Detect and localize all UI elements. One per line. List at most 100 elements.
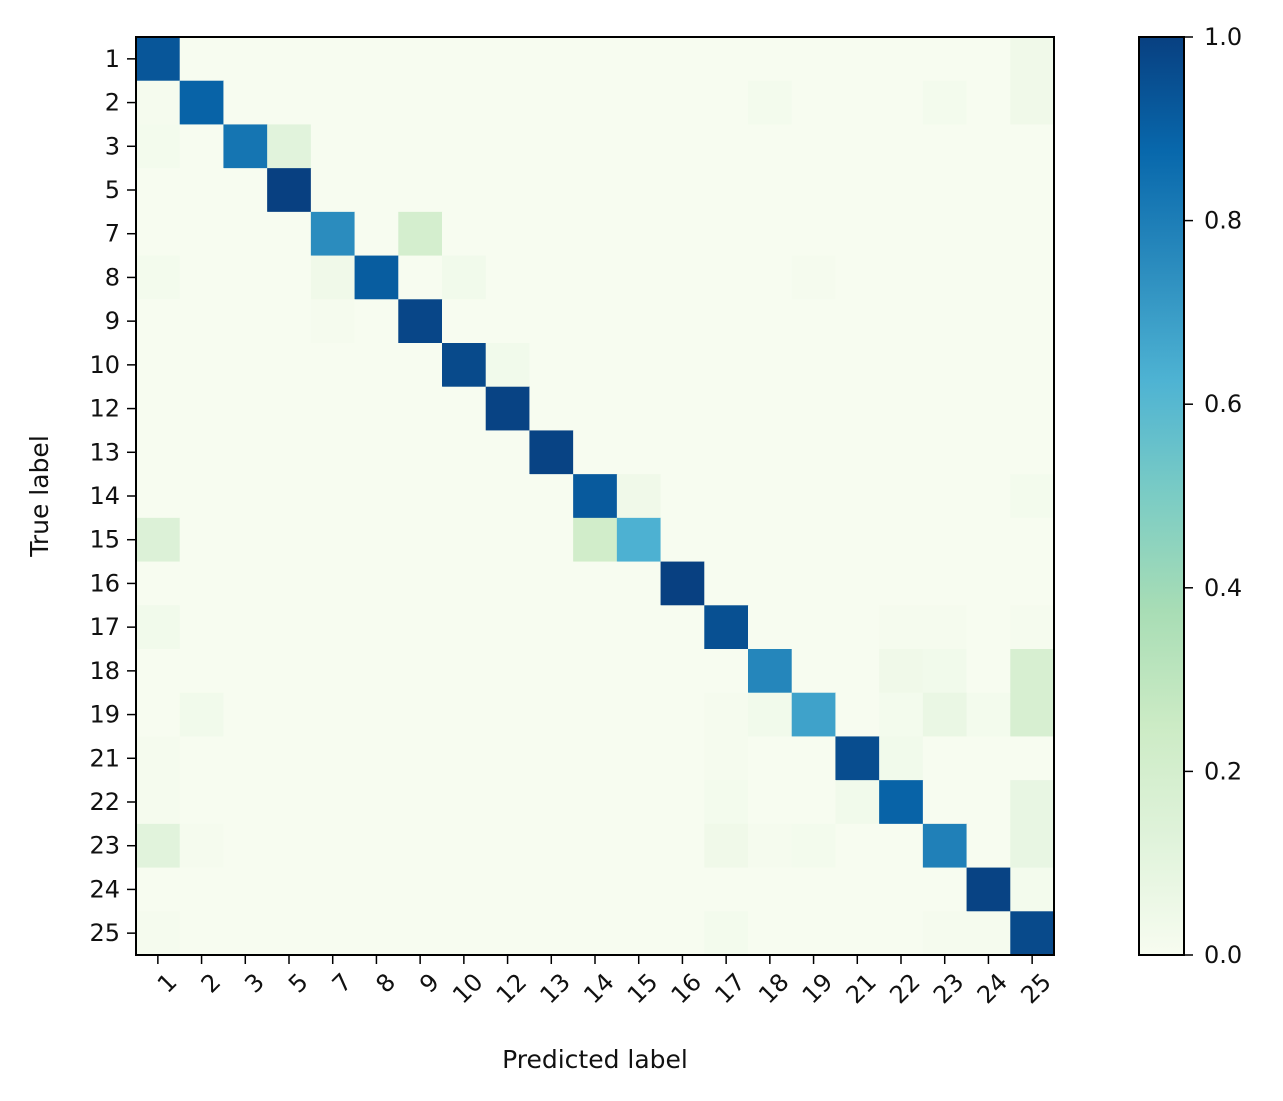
heatmap-cell — [179, 823, 225, 869]
heatmap-cell — [660, 605, 705, 650]
heatmap-cell — [1010, 867, 1055, 912]
heatmap-cell — [310, 211, 356, 257]
heatmap-cell — [879, 561, 924, 606]
heatmap-cell — [529, 299, 574, 344]
heatmap-cell — [354, 823, 399, 869]
heatmap-cell — [966, 692, 1011, 738]
heatmap-cell — [660, 299, 705, 344]
heatmap-cell — [879, 823, 924, 869]
heatmap-cell — [791, 386, 837, 432]
heatmap-cell — [442, 37, 487, 82]
heatmap-cell — [223, 736, 268, 781]
heatmap-cell — [485, 867, 531, 912]
heatmap-cell — [136, 80, 181, 126]
x-axis-label: Predicted label — [502, 1045, 688, 1074]
heatmap-cell — [398, 561, 443, 606]
heatmap-cell — [442, 823, 487, 869]
heatmap-cell — [660, 124, 705, 169]
heatmap-cells — [136, 37, 1055, 956]
heatmap-cell — [442, 692, 487, 738]
x-tick-label: 9 — [414, 968, 445, 999]
heatmap-cell — [442, 211, 487, 257]
heatmap-cell — [267, 474, 312, 519]
heatmap-cell — [354, 692, 399, 738]
heatmap-cell — [310, 386, 356, 432]
x-tick-label: 14 — [578, 968, 619, 1009]
heatmap-cell — [223, 211, 268, 257]
heatmap-cell — [354, 780, 399, 825]
colorbar — [1138, 36, 1185, 956]
heatmap-cell — [835, 911, 880, 956]
heatmap-cell — [835, 474, 880, 519]
heatmap-cell — [442, 255, 487, 300]
heatmap-cell — [354, 867, 399, 912]
heatmap-cell — [835, 692, 880, 738]
heatmap-cell — [529, 474, 574, 519]
x-tick-label: 19 — [797, 968, 838, 1009]
heatmap-cell — [573, 780, 618, 825]
heatmap-cell — [310, 299, 356, 344]
heatmap-cell — [748, 168, 793, 213]
heatmap-cell — [879, 299, 924, 344]
heatmap-cell — [922, 692, 968, 738]
heatmap-cell — [310, 911, 356, 956]
heatmap-cell — [616, 430, 662, 475]
heatmap-cell — [1010, 736, 1055, 781]
heatmap-cell — [660, 430, 705, 475]
heatmap-cell — [136, 780, 181, 825]
heatmap-cell — [660, 255, 705, 300]
heatmap-cell — [966, 517, 1011, 563]
heatmap-cell — [529, 823, 574, 869]
heatmap-cell — [704, 211, 749, 257]
heatmap-cell — [791, 80, 837, 126]
heatmap-cell — [136, 605, 181, 650]
heatmap-cell — [136, 649, 181, 694]
heatmap-cell — [660, 867, 705, 912]
heatmap-cell — [310, 605, 356, 650]
heatmap-cell — [835, 168, 880, 213]
heatmap-cell — [529, 911, 574, 956]
heatmap-cell — [223, 823, 268, 869]
heatmap-cell — [791, 780, 837, 825]
heatmap-cell — [704, 692, 749, 738]
heatmap-cell — [529, 124, 574, 169]
heatmap-cell — [442, 124, 487, 169]
heatmap-cell — [1010, 430, 1055, 475]
heatmap-cell — [485, 211, 531, 257]
heatmap-cell — [704, 474, 749, 519]
heatmap-cell — [922, 823, 968, 869]
heatmap-cell — [573, 517, 618, 563]
heatmap-cell — [398, 299, 443, 344]
heatmap-cell — [704, 80, 749, 126]
heatmap-cell — [223, 649, 268, 694]
heatmap-cell — [310, 474, 356, 519]
x-tick-label: 2 — [196, 968, 227, 999]
heatmap-cell — [879, 168, 924, 213]
x-tick-label: 17 — [709, 968, 750, 1009]
heatmap-cell — [442, 299, 487, 344]
x-tick-label: 8 — [371, 968, 402, 999]
heatmap-cell — [748, 649, 793, 694]
heatmap-cell — [267, 37, 312, 82]
heatmap-cell — [398, 867, 443, 912]
heatmap-cell — [223, 911, 268, 956]
heatmap-cell — [835, 517, 880, 563]
heatmap-cell — [879, 255, 924, 300]
heatmap-cell — [136, 911, 181, 956]
heatmap-cell — [704, 517, 749, 563]
heatmap-cell — [660, 386, 705, 432]
heatmap-cell — [573, 37, 618, 82]
heatmap-cell — [835, 867, 880, 912]
heatmap-cell — [616, 168, 662, 213]
heatmap-cell — [354, 386, 399, 432]
heatmap-cell — [835, 343, 880, 388]
heatmap-cell — [616, 736, 662, 781]
heatmap-cell — [485, 430, 531, 475]
heatmap-cell — [223, 343, 268, 388]
heatmap-cell — [398, 430, 443, 475]
heatmap-cell — [310, 430, 356, 475]
heatmap-cell — [748, 517, 793, 563]
heatmap-cell — [442, 605, 487, 650]
heatmap-cell — [616, 255, 662, 300]
heatmap-cell — [136, 211, 181, 257]
